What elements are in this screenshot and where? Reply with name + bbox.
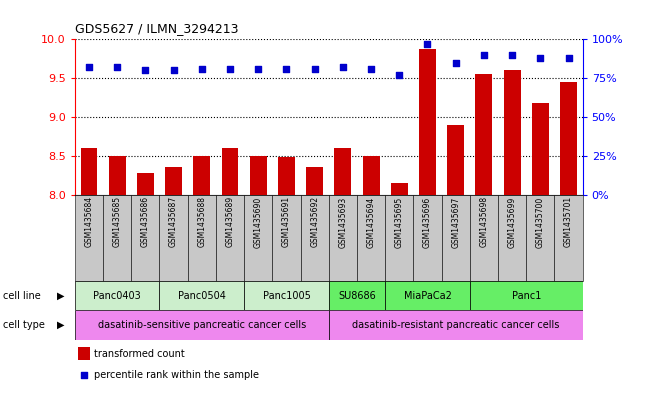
- Text: Panc1005: Panc1005: [262, 291, 311, 301]
- Text: cell line: cell line: [3, 291, 41, 301]
- Bar: [244, 281, 329, 310]
- Bar: [75, 195, 103, 281]
- Bar: [504, 70, 521, 195]
- Bar: [137, 173, 154, 195]
- Bar: [78, 347, 90, 360]
- Text: GSM1435686: GSM1435686: [141, 196, 150, 247]
- Point: [422, 41, 433, 47]
- Point: [563, 55, 574, 61]
- Text: GSM1435690: GSM1435690: [254, 196, 263, 248]
- Point: [169, 67, 179, 73]
- Text: ▶: ▶: [57, 320, 65, 330]
- Text: Panc0504: Panc0504: [178, 291, 226, 301]
- Text: GSM1435698: GSM1435698: [479, 196, 488, 247]
- Bar: [470, 281, 583, 310]
- Bar: [306, 167, 323, 195]
- Bar: [357, 195, 385, 281]
- Bar: [385, 195, 413, 281]
- Text: GSM1435697: GSM1435697: [451, 196, 460, 248]
- Text: GSM1435688: GSM1435688: [197, 196, 206, 247]
- Point: [197, 66, 207, 72]
- Text: GSM1435684: GSM1435684: [85, 196, 94, 247]
- Text: MiaPaCa2: MiaPaCa2: [404, 291, 451, 301]
- Text: GSM1435689: GSM1435689: [225, 196, 234, 247]
- Bar: [278, 157, 295, 195]
- Bar: [193, 156, 210, 195]
- Bar: [75, 310, 329, 340]
- Bar: [335, 148, 352, 195]
- Text: transformed count: transformed count: [94, 349, 185, 358]
- Bar: [470, 195, 498, 281]
- Point: [394, 72, 404, 78]
- Bar: [391, 183, 408, 195]
- Point: [84, 64, 94, 70]
- Bar: [532, 103, 549, 195]
- Bar: [221, 148, 238, 195]
- Text: ▶: ▶: [57, 291, 65, 301]
- Bar: [244, 195, 272, 281]
- Text: dasatinib-sensitive pancreatic cancer cells: dasatinib-sensitive pancreatic cancer ce…: [98, 320, 306, 330]
- Text: GSM1435694: GSM1435694: [367, 196, 376, 248]
- Bar: [447, 125, 464, 195]
- Bar: [526, 195, 555, 281]
- Text: GDS5627 / ILMN_3294213: GDS5627 / ILMN_3294213: [75, 22, 238, 35]
- Bar: [159, 281, 244, 310]
- Text: GSM1435691: GSM1435691: [282, 196, 291, 247]
- Text: GSM1435696: GSM1435696: [423, 196, 432, 248]
- Text: Panc0403: Panc0403: [93, 291, 141, 301]
- Bar: [329, 195, 357, 281]
- Bar: [81, 148, 98, 195]
- Point: [281, 66, 292, 72]
- Text: GSM1435700: GSM1435700: [536, 196, 545, 248]
- Bar: [250, 156, 267, 195]
- Bar: [413, 195, 441, 281]
- Text: GSM1435685: GSM1435685: [113, 196, 122, 247]
- Bar: [555, 195, 583, 281]
- Point: [253, 66, 264, 72]
- Bar: [75, 281, 159, 310]
- Bar: [216, 195, 244, 281]
- Text: Panc1: Panc1: [512, 291, 541, 301]
- Bar: [475, 74, 492, 195]
- Text: GSM1435693: GSM1435693: [339, 196, 348, 248]
- Bar: [165, 167, 182, 195]
- Point: [366, 66, 376, 72]
- Bar: [363, 156, 380, 195]
- Bar: [103, 195, 132, 281]
- Text: dasatinib-resistant pancreatic cancer cells: dasatinib-resistant pancreatic cancer ce…: [352, 320, 559, 330]
- Point: [450, 59, 461, 66]
- Bar: [301, 195, 329, 281]
- Point: [140, 67, 150, 73]
- Point: [478, 51, 489, 58]
- Bar: [272, 195, 301, 281]
- Text: SU8686: SU8686: [338, 291, 376, 301]
- Bar: [109, 156, 126, 195]
- Point: [507, 51, 518, 58]
- Bar: [329, 281, 385, 310]
- Bar: [419, 49, 436, 195]
- Bar: [385, 281, 470, 310]
- Bar: [187, 195, 216, 281]
- Point: [535, 55, 546, 61]
- Text: percentile rank within the sample: percentile rank within the sample: [94, 370, 259, 380]
- Text: cell type: cell type: [3, 320, 45, 330]
- Bar: [498, 195, 526, 281]
- Bar: [441, 195, 470, 281]
- Point: [79, 372, 89, 378]
- Bar: [329, 310, 583, 340]
- Point: [112, 64, 122, 70]
- Point: [338, 64, 348, 70]
- Text: GSM1435687: GSM1435687: [169, 196, 178, 247]
- Bar: [159, 195, 187, 281]
- Text: GSM1435701: GSM1435701: [564, 196, 573, 247]
- Text: GSM1435699: GSM1435699: [508, 196, 517, 248]
- Text: GSM1435695: GSM1435695: [395, 196, 404, 248]
- Point: [309, 66, 320, 72]
- Bar: [560, 82, 577, 195]
- Point: [225, 66, 235, 72]
- Bar: [132, 195, 159, 281]
- Text: GSM1435692: GSM1435692: [310, 196, 319, 247]
